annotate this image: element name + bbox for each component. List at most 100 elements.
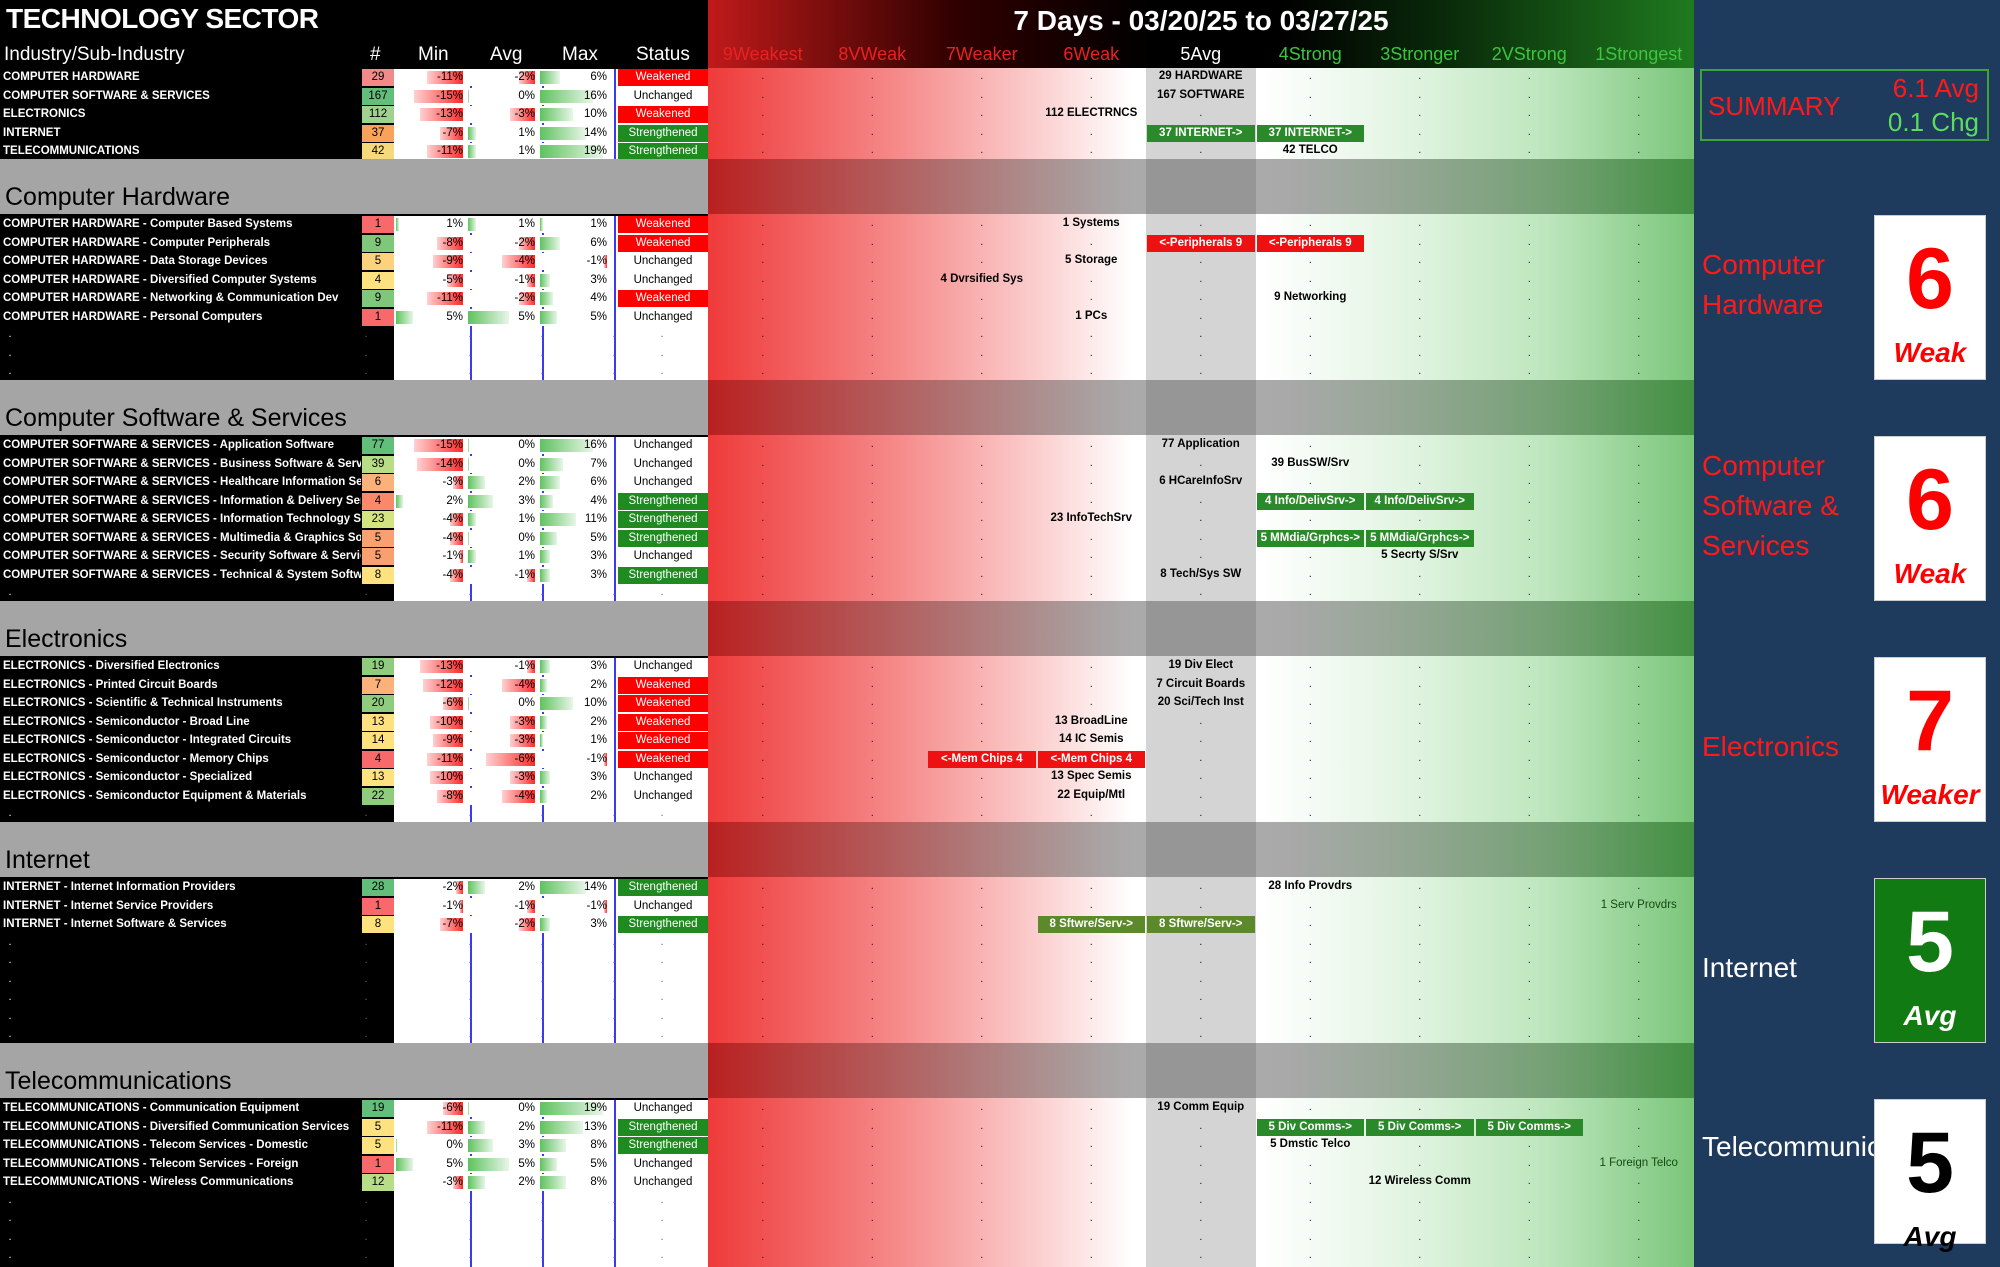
band-dot: . [1418,254,1422,266]
table-row[interactable]: INTERNET - Internet Software & Services 8… [0,916,1694,935]
row-avg-cell: 0% [466,1100,538,1117]
band-dot: . [1199,972,1203,985]
empty-dot: . [364,1212,368,1224]
row-name: COMPUTER HARDWARE [3,71,140,83]
row-max-bar [540,476,560,489]
band-dot: . [1089,1175,1093,1187]
row-min-bar [396,310,413,324]
band-dot: . [1418,696,1422,708]
row-min-cell: -4% [394,529,466,547]
band-marker-label: 4 Dvrsified Sys [940,272,1023,285]
section-score-box-electronics: 7 Weaker [1874,657,1986,822]
table-row[interactable]: INTERNET - Internet Information Provider… [0,879,1694,898]
band-dot: . [870,991,874,1003]
band-dot: . [1527,70,1531,82]
table-row[interactable]: COMPUTER HARDWARE - Computer Peripherals… [0,234,1694,254]
table-row[interactable]: COMPUTER SOFTWARE & SERVICES - Technical… [0,566,1694,586]
table-row[interactable]: COMPUTER SOFTWARE & SERVICES - Applicati… [0,437,1694,456]
band-dot: . [980,456,984,469]
table-row[interactable]: ELECTRONICS - Printed Circuit Boards 7 -12… [0,676,1694,696]
band-dot: . [1418,365,1422,377]
table-row[interactable]: TELECOMMUNICATIONS - Communication Equip… [0,1100,1694,1119]
row-min-cell: -11% [394,750,466,768]
table-row[interactable]: ELECTRONICS - Scientific & Technical Ins… [0,695,1694,714]
band-dot: . [870,880,874,892]
table-row[interactable]: TELECOMMUNICATIONS 42 -11% 1% 19% Strengthene… [0,143,1694,162]
section-score-box-software: 6 Weak [1874,436,1986,601]
band-dot: . [1199,144,1203,156]
row-name: INTERNET - Internet Service Providers [3,899,214,912]
row-avg-value: -1% [514,899,535,912]
row-count: 6 [362,474,394,491]
table-row[interactable]: INTERNET - Internet Service Providers 1 -1… [0,897,1694,917]
band-dot: . [980,493,984,506]
table-row[interactable]: TELECOMMUNICATIONS - Telecom Services - … [0,1137,1694,1156]
band-marker-label: 5 Secrty S/Srv [1381,549,1459,561]
table-row[interactable]: COMPUTER SOFTWARE & SERVICES - Business … [0,455,1694,475]
row-avg-cell: 5% [466,308,538,326]
band-dot: . [1308,346,1312,359]
empty-dot: . [540,586,544,598]
row-status: Weakened [618,732,708,749]
row-avg-value: -6% [514,752,535,765]
row-avg-value: 1% [518,126,535,139]
table-row[interactable]: ELECTRONICS - Semiconductor - Integrated… [0,732,1694,751]
section-header-bg [0,380,708,435]
band-dot: . [1089,549,1093,561]
band-dot: . [870,125,874,138]
band-dot: . [1527,1212,1531,1224]
table-row[interactable]: ELECTRONICS - Semiconductor - Specialize… [0,769,1694,788]
table-row[interactable]: ELECTRONICS 112 -13% -3% 10% Weakened........… [0,106,1694,125]
band-dot: . [1418,917,1422,929]
table-row[interactable]: COMPUTER HARDWARE - Data Storage Devices… [0,253,1694,272]
band-dot: . [870,438,874,450]
table-row[interactable]: COMPUTER SOFTWARE & SERVICES - Informati… [0,492,1694,512]
row-max-value: 11% [584,513,607,525]
empty-row: ............... [0,346,1694,365]
table-row[interactable]: COMPUTER HARDWARE - Networking & Communi… [0,290,1694,309]
section-header-band-bg [708,159,1694,214]
row-name: ELECTRONICS - Semiconductor - Memory Chi… [3,752,269,765]
table-row[interactable]: COMPUTER SOFTWARE & SERVICES - Healthcar… [0,474,1694,493]
table-row[interactable]: TELECOMMUNICATIONS - Diversified Communi… [0,1118,1694,1138]
band-dot: . [1418,751,1422,764]
row-max-bar [540,126,587,140]
empty-dot: . [660,1028,664,1040]
table-row[interactable]: COMPUTER SOFTWARE & SERVICES - Security … [0,548,1694,567]
table-row[interactable]: ELECTRONICS - Semiconductor - Broad Line… [0,713,1694,733]
table-row[interactable]: INTERNET 37 -7% 1% 14% Strengthened....... 37 … [0,124,1694,144]
empty-dot: . [8,807,12,819]
table-row[interactable]: ELECTRONICS - Semiconductor Equipment & … [0,787,1694,807]
band-dot: . [980,567,984,580]
band-dot: . [1637,1028,1641,1040]
table-row[interactable]: COMPUTER HARDWARE - Computer Based Syste… [0,216,1694,235]
table-row[interactable]: TELECOMMUNICATIONS - Telecom Services - … [0,1155,1694,1175]
table-row[interactable]: COMPUTER HARDWARE - Diversified Computer… [0,271,1694,291]
table-row[interactable]: COMPUTER SOFTWARE & SERVICES - Multimedi… [0,529,1694,549]
empty-row: ............... [0,1248,1694,1267]
table-row[interactable]: COMPUTER SOFTWARE & SERVICES - Informati… [0,511,1694,530]
band-dot: . [761,954,765,966]
band-dot: . [1089,291,1093,303]
band-dot: . [1199,512,1203,524]
empty-dot: . [364,1230,368,1243]
table-row[interactable]: ELECTRONICS - Semiconductor - Memory Chi… [0,750,1694,770]
row-min-bar [430,715,463,729]
band-dot: . [1308,438,1312,450]
row-avg-cell: -2% [466,290,538,307]
empty-dot: . [364,1028,368,1040]
row-max-value: 16% [583,439,607,451]
row-avg-value: 3% [518,1139,535,1151]
section-score-box-hardware: 6 Weak [1874,215,1986,380]
band-dot: . [761,917,765,929]
row-max-bar [540,108,573,121]
table-row[interactable]: COMPUTER SOFTWARE & SERVICES 167 -15% 0% 16%… [0,87,1694,107]
table-row[interactable]: COMPUTER HARDWARE - Personal Computers 1 5… [0,308,1694,328]
section-summary-label-software: Computer Software & Services [1702,450,1839,561]
band-dot: . [1418,898,1422,911]
band-dot: . [761,751,765,764]
table-row[interactable]: COMPUTER HARDWARE 29 -11% -2% 6% Weakened....… [0,69,1694,88]
table-row[interactable]: TELECOMMUNICATIONS - Wireless Communicat… [0,1174,1694,1193]
summary-label: SUMMARY [1708,91,1841,121]
table-row[interactable]: ELECTRONICS - Diversified Electronics 19 -… [0,658,1694,677]
